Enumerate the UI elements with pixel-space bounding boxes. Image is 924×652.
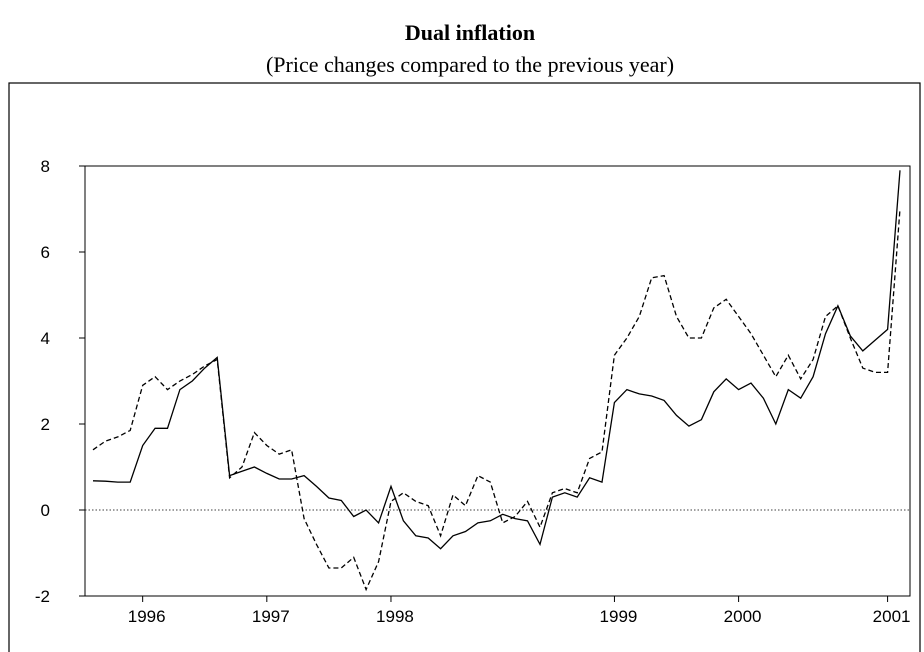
x-tick-label: 1998 [376,607,414,626]
y-tick-label: 6 [41,243,50,262]
x-tick-label: 1996 [128,607,166,626]
series-line [92,170,901,550]
y-tick-label: 4 [41,329,50,348]
y-tick-label: -2 [35,587,50,606]
y-tick-label: 0 [41,501,50,520]
plot-area [84,165,911,597]
y-tick-label: 8 [41,157,50,176]
y-tick-label: 2 [41,415,50,434]
x-tick-label: 2000 [724,607,762,626]
frame [8,82,921,652]
x-tick-label: 2001 [873,607,911,626]
series-line [92,208,901,592]
x-tick-label: 1997 [252,607,290,626]
x-tick-label: 1999 [600,607,638,626]
chart-title: Dual inflation [405,20,535,45]
chart-subtitle: (Price changes compared to the previous … [266,52,674,77]
